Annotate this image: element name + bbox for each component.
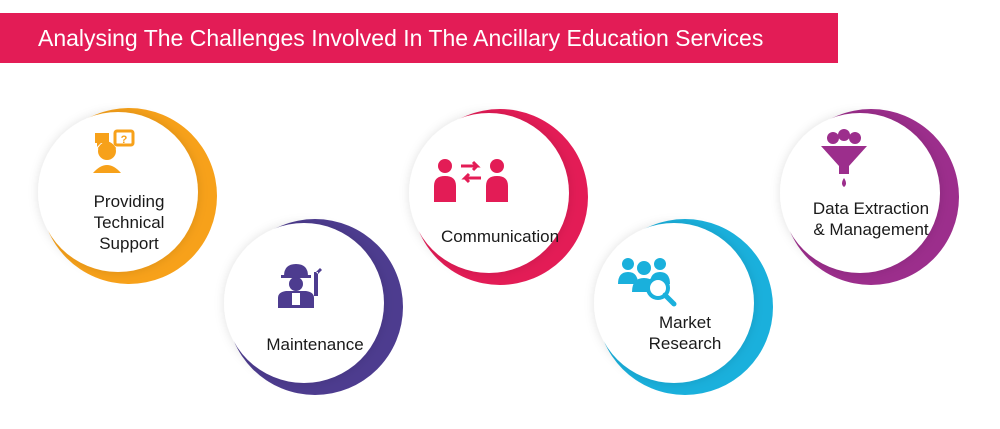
label-line: Support [99, 234, 159, 253]
svg-text:?: ? [121, 134, 128, 146]
people-exchange-icon [433, 156, 509, 207]
label-data-extraction: Data Extraction & Management [780, 198, 962, 240]
label-line: Providing [93, 192, 165, 211]
worker-wrench-icon [272, 258, 324, 315]
node-market-research: Market Research [594, 216, 776, 398]
title-banner: Analysing The Challenges Involved In The… [0, 13, 838, 63]
label-line: Communication [440, 227, 560, 246]
group-magnifier-icon [618, 252, 678, 313]
label-technical-support: Providing Technical Support [38, 191, 220, 254]
node-communication: Communication [409, 106, 591, 288]
label-line: Technical [93, 213, 165, 232]
node-technical-support: ? Providing Technical Support [38, 105, 220, 287]
node-maintenance: Maintenance [224, 216, 406, 398]
node-data-extraction: Data Extraction & Management [780, 106, 962, 288]
ring-technical-support [38, 108, 217, 284]
label-communication: Communication [409, 226, 591, 247]
label-line: Market [659, 313, 711, 332]
support-agent-icon: ? [89, 127, 139, 182]
label-maintenance: Maintenance [224, 334, 406, 355]
label-line: Research [648, 334, 722, 353]
label-market-research: Market Research [594, 312, 776, 354]
label-line: Maintenance [266, 335, 364, 354]
label-line: & Management [813, 220, 929, 239]
label-line: Data Extraction [812, 199, 930, 218]
data-funnel-icon [819, 128, 869, 193]
ring-data-extraction [780, 109, 959, 285]
